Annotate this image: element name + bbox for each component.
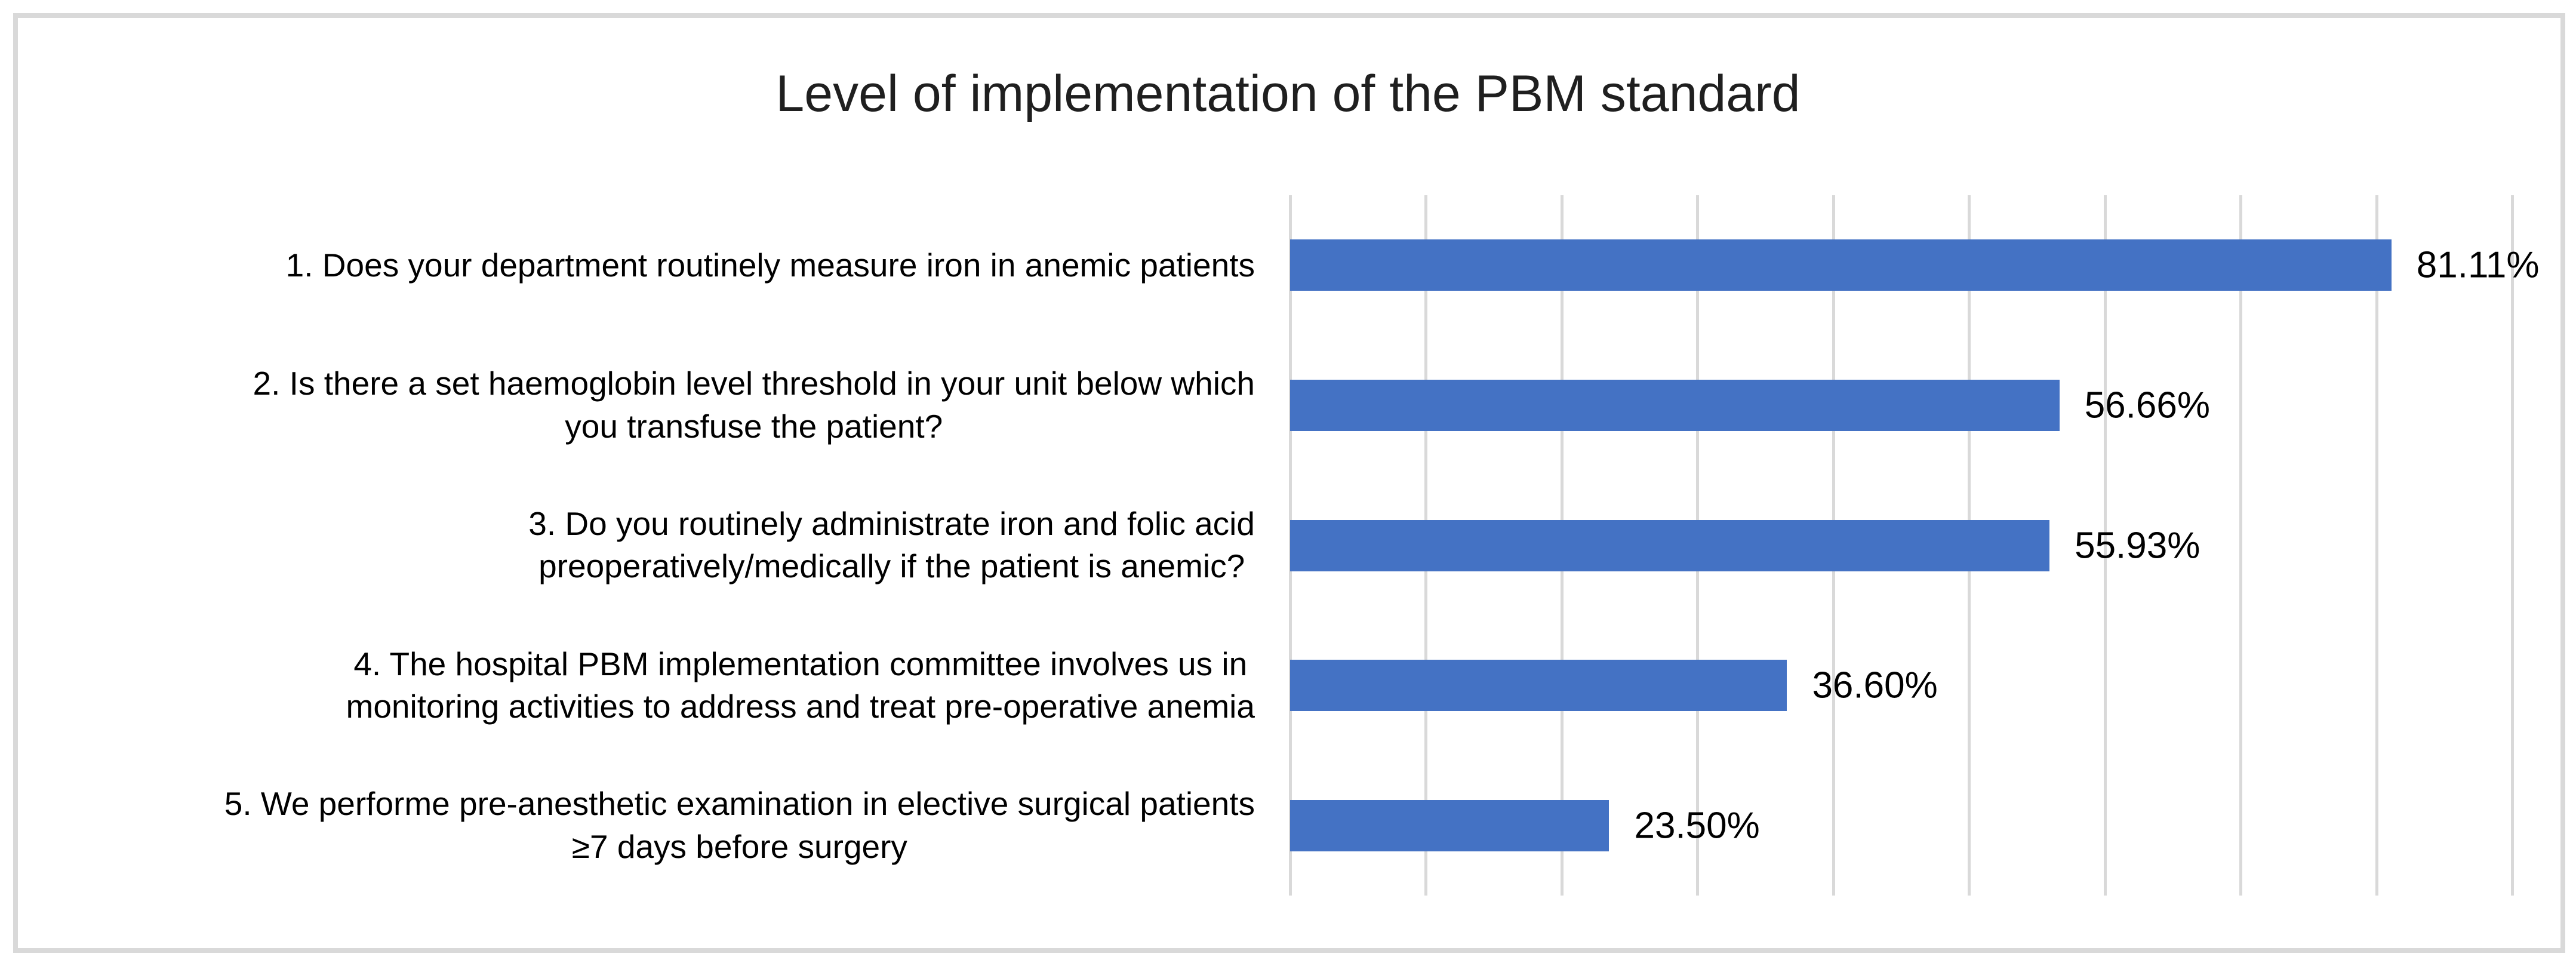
category-label-row: 1. Does your department routinely measur… [24, 195, 1255, 336]
bar-series1-item2 [1290, 379, 2060, 431]
category-label-row: 5. We performe pre-anesthetic examinatio… [24, 755, 1255, 896]
data-label: 56.66% [2084, 384, 2210, 426]
bar-series1-item5 [1290, 799, 1609, 851]
gridline [2511, 195, 2514, 896]
category-label-row: 4. The hospital PBM implementation commi… [24, 616, 1255, 756]
data-label: 36.60% [1812, 664, 1938, 706]
category-label: 4. The hospital PBM implementation commi… [346, 645, 1255, 725]
bar-series1-item4 [1290, 660, 1787, 712]
plot-area: 81.11% 56.66% 55.93% 36.60% 23.50% [1289, 195, 2539, 896]
chart-title: Level of implementation of the PBM stand… [775, 65, 1801, 122]
category-label-row: 2. Is there a set haemoglobin level thre… [24, 336, 1255, 476]
data-label: 55.93% [2075, 525, 2200, 566]
category-label: 5. We performe pre-anesthetic examinatio… [224, 785, 1255, 865]
gridline [2103, 195, 2107, 896]
data-label: 81.11% [2416, 244, 2540, 286]
category-label: 1. Does your department routinely measur… [285, 246, 1255, 284]
bar-series1-item3 [1290, 519, 2050, 571]
category-label: 2. Is there a set haemoglobin level thre… [253, 365, 1255, 445]
gridline [2239, 195, 2243, 896]
gridline [2375, 195, 2378, 896]
category-label: 3. Do you routinely administrate iron an… [528, 504, 1255, 585]
data-label: 23.50% [1634, 805, 1760, 847]
category-label-row: 3. Do you routinely administrate iron an… [24, 475, 1255, 616]
bar-series1-item1 [1290, 239, 2392, 291]
category-axis: 1. Does your department routinely measur… [24, 195, 1255, 896]
